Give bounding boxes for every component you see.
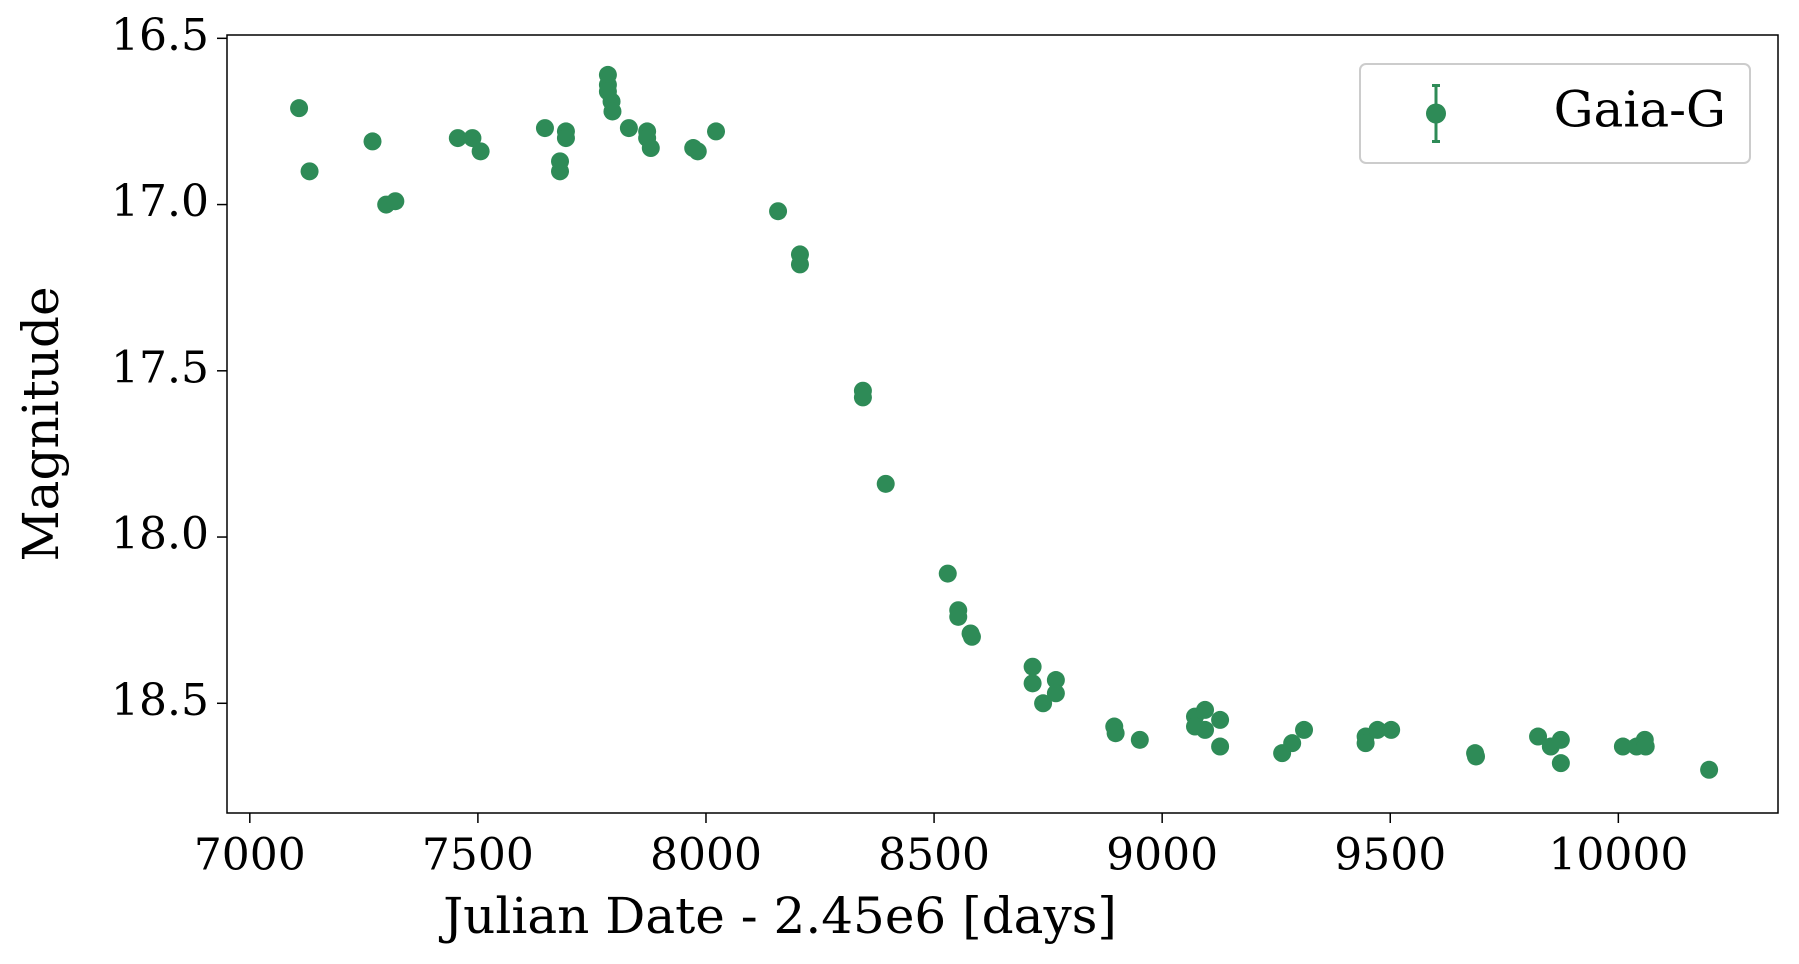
data-point xyxy=(1106,724,1125,743)
data-point xyxy=(1196,700,1215,719)
data-point xyxy=(290,99,309,118)
data-point xyxy=(448,129,467,148)
data-point xyxy=(1196,720,1215,739)
data-point xyxy=(790,255,809,274)
data-point xyxy=(300,162,319,181)
data-point xyxy=(1283,734,1302,753)
data-point xyxy=(1046,671,1065,690)
x-tick-label: 8000 xyxy=(650,830,762,881)
data-point xyxy=(949,607,968,626)
data-point xyxy=(463,129,482,148)
data-point xyxy=(535,119,554,138)
x-tick-label: 7500 xyxy=(422,830,534,881)
data-point xyxy=(1529,727,1548,746)
x-axis-label: Julian Date - 2.45e6 [days] xyxy=(438,887,1117,945)
data-point xyxy=(1034,694,1053,713)
x-tick-label: 10000 xyxy=(1548,830,1688,881)
data-point xyxy=(707,122,726,141)
data-point xyxy=(363,132,382,151)
data-point xyxy=(1046,684,1065,703)
x-tick-label: 9500 xyxy=(1334,830,1446,881)
data-point xyxy=(962,627,981,646)
data-point xyxy=(641,139,660,158)
data-point xyxy=(876,474,895,493)
data-point xyxy=(1613,737,1632,756)
legend-marker xyxy=(1426,103,1446,124)
data-point xyxy=(853,388,872,407)
data-point xyxy=(688,142,707,161)
data-point xyxy=(551,162,570,181)
y-axis-label: Magnitude xyxy=(12,286,70,561)
legend-box xyxy=(1359,63,1751,164)
x-tick-label: 8500 xyxy=(878,830,990,881)
data-point xyxy=(1295,720,1314,739)
y-tick-label: 16.5 xyxy=(111,10,209,61)
y-tick-label: 18.0 xyxy=(111,509,209,560)
data-point xyxy=(386,192,405,211)
data-point xyxy=(1023,674,1042,693)
x-tick-label: 9000 xyxy=(1106,830,1218,881)
y-tick-label: 17.0 xyxy=(111,176,209,227)
plot-frame xyxy=(226,34,1779,814)
legend-label: Gaia-G xyxy=(1554,81,1726,139)
data-point xyxy=(1700,760,1719,779)
data-point xyxy=(938,564,957,583)
data-point xyxy=(1356,734,1375,753)
data-point xyxy=(1551,730,1570,749)
data-point xyxy=(1130,730,1149,749)
data-point xyxy=(769,202,788,221)
data-point xyxy=(1636,737,1655,756)
data-point xyxy=(1211,737,1230,756)
data-point xyxy=(1211,710,1230,729)
data-point xyxy=(1023,657,1042,676)
data-point xyxy=(1467,747,1486,766)
data-point xyxy=(556,129,575,148)
data-point xyxy=(603,102,622,121)
y-tick-label: 18.5 xyxy=(111,675,209,726)
data-point xyxy=(1551,754,1570,773)
x-tick-label: 7000 xyxy=(194,830,306,881)
y-tick-label: 17.5 xyxy=(111,342,209,393)
data-point xyxy=(471,142,490,161)
data-point xyxy=(1382,720,1401,739)
data-point xyxy=(619,119,638,138)
data-point xyxy=(1368,720,1387,739)
